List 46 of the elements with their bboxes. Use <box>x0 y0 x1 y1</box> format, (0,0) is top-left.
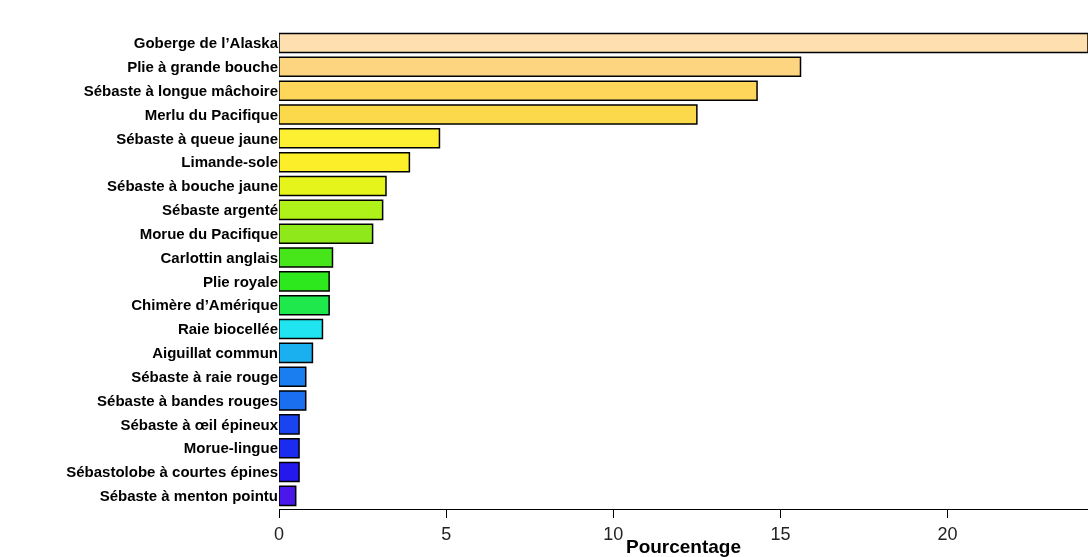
y-tick-label: Merlu du Pacifique <box>144 105 278 123</box>
y-tick-label: Carlottin anglais <box>160 248 278 266</box>
bar <box>279 390 307 411</box>
y-tick-label: Plie à grande bouche <box>127 58 278 76</box>
x-tick-label: 5 <box>441 523 452 544</box>
bar <box>279 271 330 292</box>
x-axis-title: Pourcentage <box>625 536 742 557</box>
bar <box>279 414 300 435</box>
x-tick-label: 15 <box>770 523 791 544</box>
bar <box>279 342 314 364</box>
bar <box>279 485 297 507</box>
bar <box>279 437 300 459</box>
bar <box>279 366 307 387</box>
y-tick-label: Sébaste à bouche jaune <box>107 177 278 195</box>
bar <box>279 80 758 101</box>
bar <box>279 175 387 197</box>
bar <box>279 461 300 483</box>
y-tick-label: Sébaste à queue jaune <box>116 129 278 147</box>
y-tick-label: Aiguillat commun <box>152 344 278 362</box>
bar <box>279 151 411 173</box>
bar <box>279 318 324 340</box>
x-tick-label: 20 <box>937 523 958 544</box>
y-tick-label: Sébaste à œil épineux <box>120 415 279 433</box>
y-tick-label: Goberge de l’Alaska <box>133 34 279 52</box>
bar <box>279 223 374 244</box>
bar <box>279 104 698 125</box>
y-tick-label: Morue-lingue <box>183 439 278 457</box>
y-tick-label: Sébastolobe à courtes épines <box>66 463 278 481</box>
y-tick-label: Raie biocellée <box>177 320 278 338</box>
y-tick-label: Limande-sole <box>181 153 278 171</box>
bar <box>279 199 384 221</box>
bar <box>279 56 802 78</box>
bar <box>279 128 441 149</box>
y-tick-label: Sébaste à longue mâchoire <box>83 81 278 99</box>
y-tick-label: Chimère d’Amérique <box>131 296 278 314</box>
x-tick-label: 10 <box>603 523 624 544</box>
y-tick-label: Sébaste à raie rouge <box>131 367 278 385</box>
bar <box>279 247 334 268</box>
y-tick-label: Plie royale <box>202 272 278 290</box>
x-tick-label: 0 <box>273 523 285 544</box>
y-tick-label: Sébaste à bandes rouges <box>97 391 278 409</box>
bar <box>279 294 330 316</box>
y-tick-label: Sébaste à menton pointu <box>99 487 278 505</box>
y-tick-label: Sébaste argenté <box>162 201 278 219</box>
bar <box>279 32 1088 54</box>
y-tick-label: Morue du Pacifique <box>139 224 278 242</box>
